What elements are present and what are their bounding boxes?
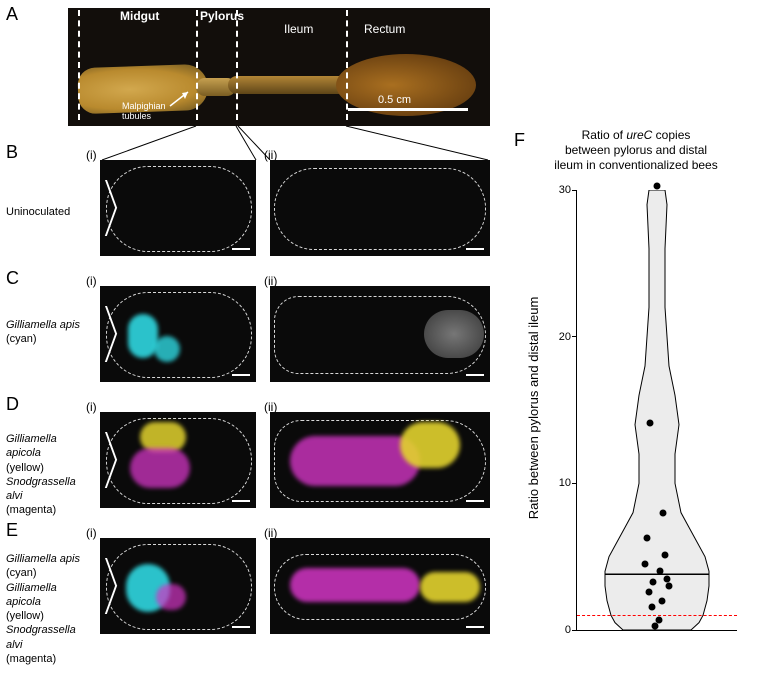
ytick-label: 20 xyxy=(547,331,571,343)
rowC-roman-i: (i) xyxy=(86,274,97,288)
rowE-i xyxy=(100,538,256,634)
data-point xyxy=(642,561,649,568)
panelF-yaxis-title: Ratio between pylorus and distal ileum xyxy=(526,297,541,520)
rowD-i xyxy=(100,412,256,508)
panel-label-E: E xyxy=(6,520,18,541)
data-point xyxy=(647,420,654,427)
data-point xyxy=(659,597,666,604)
ytick xyxy=(572,630,577,631)
ytick xyxy=(572,483,577,484)
panel-A-photo: Midgut Pylorus Ileum Rectum Malpighian t… xyxy=(68,8,490,126)
label-midgut: Midgut xyxy=(120,9,159,23)
scalebar-A xyxy=(348,108,468,111)
ytick-label: 30 xyxy=(547,184,571,196)
data-point xyxy=(666,583,673,590)
rowD-label: Gilliamella apicola (yellow) Snodgrassel… xyxy=(6,432,94,518)
data-point xyxy=(654,182,661,189)
panel-label-D: D xyxy=(6,394,19,415)
scalebar-A-label: 0.5 cm xyxy=(378,94,411,106)
dash-pylorus-left xyxy=(196,10,198,120)
label-rectum: Rectum xyxy=(364,22,405,36)
data-point xyxy=(650,578,657,585)
rowC-ii xyxy=(270,286,490,382)
panel-label-F: F xyxy=(514,130,525,151)
rowB-roman-i: (i) xyxy=(86,148,97,162)
data-point xyxy=(644,534,651,541)
data-point xyxy=(664,575,671,582)
data-point xyxy=(662,552,669,559)
violin-shape xyxy=(577,190,737,630)
rowE-ii xyxy=(270,538,490,634)
dash-pylorus-right xyxy=(236,10,238,120)
rowE-roman-i: (i) xyxy=(86,526,97,540)
panel-label-C: C xyxy=(6,268,19,289)
dash-midgut-left xyxy=(78,10,80,120)
rowC-label: Gilliamella apis (cyan) xyxy=(6,318,86,347)
rowB-label: Uninoculated xyxy=(6,205,70,219)
panel-label-A: A xyxy=(6,4,18,25)
panel-label-B: B xyxy=(6,142,18,163)
connectors xyxy=(68,126,490,160)
ytick-label: 10 xyxy=(547,477,571,489)
data-point xyxy=(657,568,664,575)
panel-F: Ratio of ureC copies between pylorus and… xyxy=(526,128,746,648)
rowD-roman-i: (i) xyxy=(86,400,97,414)
malpighian-arrow-icon xyxy=(168,88,194,108)
malpighian-label: Malpighian tubules xyxy=(122,102,166,122)
ytick xyxy=(572,336,577,337)
rowE-label: Gilliamella apis (cyan) Gilliamella apic… xyxy=(6,552,94,666)
data-point xyxy=(660,509,667,516)
rowC-i xyxy=(100,286,256,382)
label-ileum: Ileum xyxy=(284,22,313,36)
rowB-ii xyxy=(270,160,490,256)
dash-ileum-right xyxy=(346,10,348,120)
data-point xyxy=(646,588,653,595)
rowD-ii xyxy=(270,412,490,508)
ytick-label: 0 xyxy=(547,624,571,636)
rowB-i xyxy=(100,160,256,256)
data-point xyxy=(652,622,659,629)
ytick xyxy=(572,190,577,191)
data-point xyxy=(649,603,656,610)
panelF-plot: 0102030 xyxy=(576,190,737,631)
panelF-title: Ratio of ureC copies between pylorus and… xyxy=(526,128,746,173)
